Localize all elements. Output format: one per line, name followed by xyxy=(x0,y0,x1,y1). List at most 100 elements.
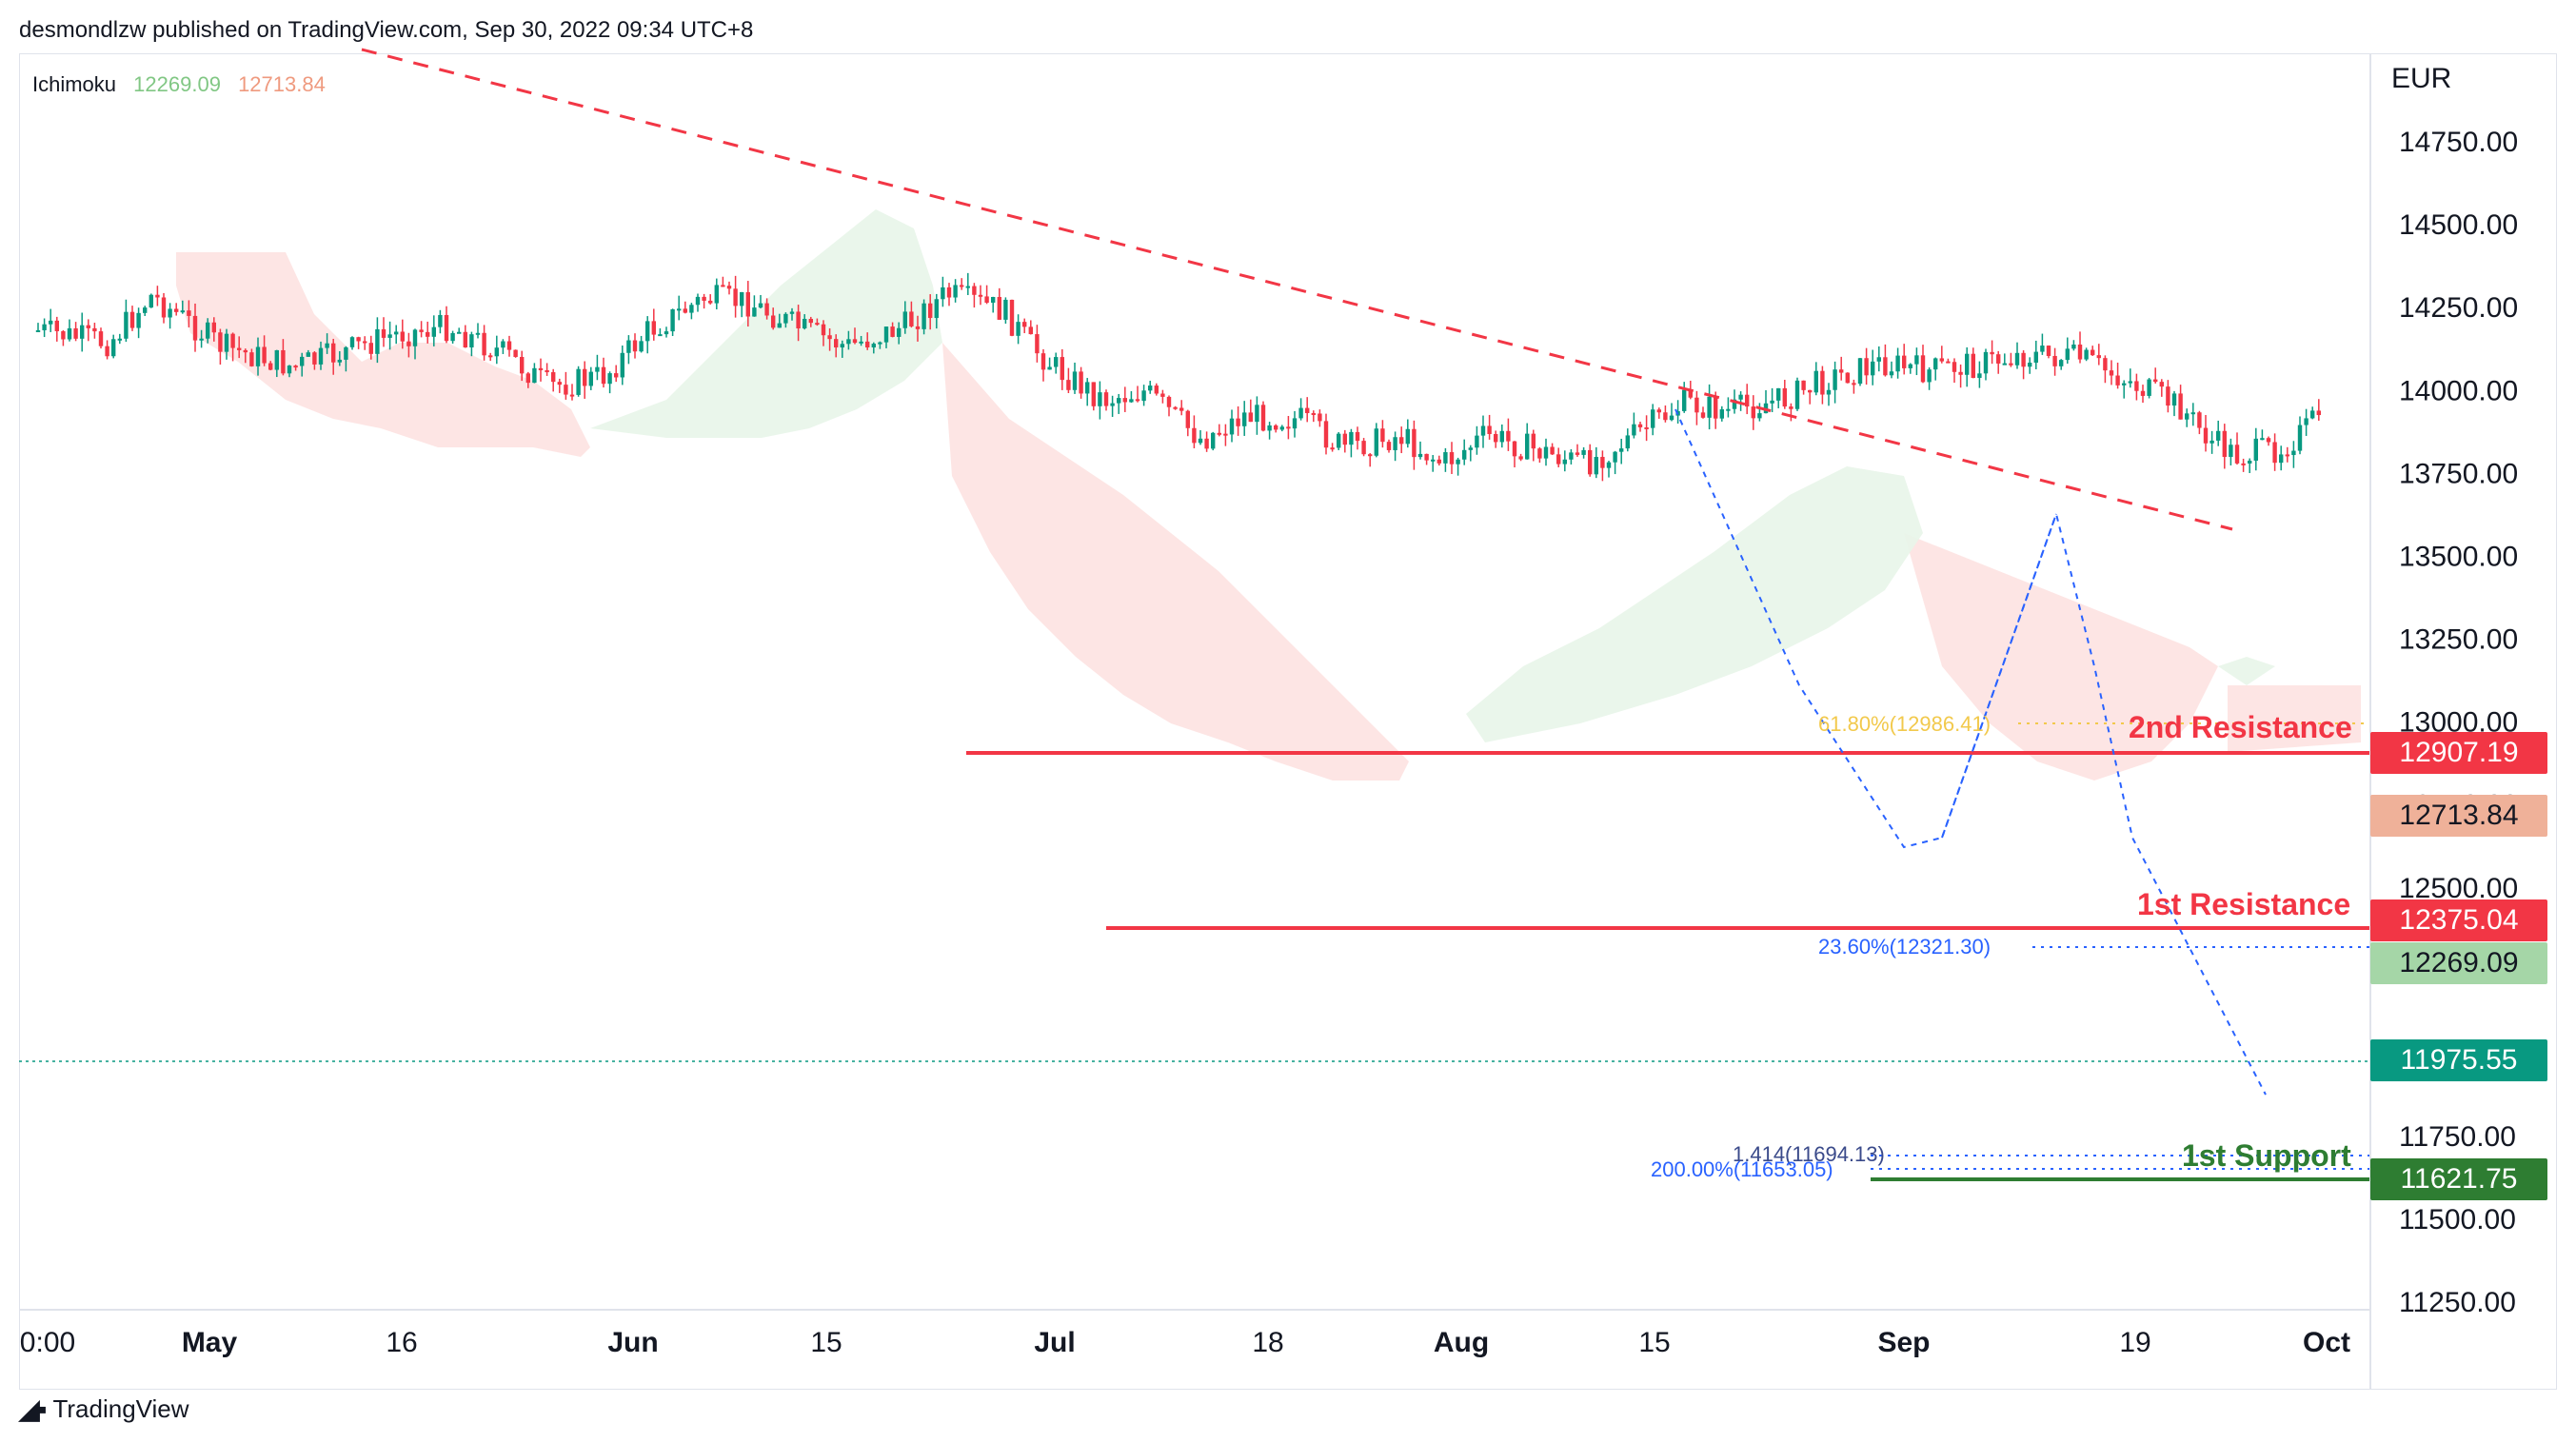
elliott-wave-zigzag xyxy=(1674,408,2267,1096)
candle-body xyxy=(1808,389,1813,393)
candle-body xyxy=(1342,433,1347,445)
candle-body xyxy=(1330,447,1335,450)
candle-body xyxy=(1248,412,1253,423)
candle-body xyxy=(871,344,876,348)
candle-body xyxy=(1688,389,1693,398)
candle-body xyxy=(1958,371,1963,375)
candle-body xyxy=(1166,396,1172,407)
candle-body xyxy=(262,346,267,364)
candle-body xyxy=(1499,430,1504,443)
candle-body xyxy=(111,339,116,357)
candle-body xyxy=(815,323,820,326)
candle-body xyxy=(2272,442,2277,464)
price-tag-kijun: 12713.84 xyxy=(2370,795,2547,837)
candle-body xyxy=(1651,409,1655,428)
candle-body xyxy=(406,341,411,346)
candle-body xyxy=(1009,299,1015,336)
candle-body xyxy=(525,373,530,384)
chart-frame[interactable] xyxy=(19,53,2557,1390)
candle-body xyxy=(846,339,851,345)
candle-body xyxy=(865,341,870,348)
candle-body xyxy=(915,326,921,329)
candle-body xyxy=(1103,392,1109,406)
candle-body xyxy=(1525,433,1530,460)
candle-body xyxy=(1129,399,1134,403)
candle-body xyxy=(80,325,85,339)
candle-body xyxy=(1852,383,1856,385)
candle-body xyxy=(506,341,512,350)
candle-body xyxy=(946,287,952,298)
candle-body xyxy=(2316,410,2321,416)
candle-body xyxy=(890,326,895,337)
candle-body xyxy=(2241,463,2246,465)
tradingview-logo[interactable]: ◢▪ TradingView xyxy=(19,1394,189,1425)
candle-body xyxy=(1040,353,1046,370)
candle-body xyxy=(2171,393,2177,406)
candle-body xyxy=(1349,431,1354,445)
candle-body xyxy=(105,346,109,357)
candle-body xyxy=(721,285,725,287)
indicator-name: Ichimoku xyxy=(32,72,117,96)
candle-body xyxy=(92,327,97,332)
candle-body xyxy=(35,329,41,332)
candle-body xyxy=(2046,346,2051,356)
x-tick-label: 0:00 xyxy=(20,1327,75,1358)
candle-body xyxy=(450,332,455,342)
candle-body xyxy=(268,363,273,370)
cloud-bull-2 xyxy=(2218,657,2275,685)
candle-body xyxy=(1135,399,1140,402)
candle-body xyxy=(683,308,687,313)
candle-body xyxy=(1606,462,1612,468)
candle-body xyxy=(1946,361,1951,364)
tradingview-logo-icon: ◢▪ xyxy=(19,1394,48,1424)
candle-body xyxy=(1977,373,1982,379)
candle-body xyxy=(909,311,914,326)
indicator-legend[interactable]: Ichimoku 12269.09 12713.84 xyxy=(32,72,326,97)
candle-body xyxy=(174,308,179,312)
candle-body xyxy=(2234,445,2240,464)
candle-body xyxy=(2033,351,2038,364)
candle-body xyxy=(1883,357,1888,376)
candle-body xyxy=(1839,369,1844,373)
candle-body xyxy=(2190,412,2195,415)
fib-label-236: 23.60%(12321.30) xyxy=(1818,935,1991,959)
candle-body xyxy=(1022,322,1027,327)
candle-body xyxy=(695,296,701,306)
candle-body xyxy=(1738,394,1743,400)
label-second-resistance: 2nd Resistance xyxy=(2129,710,2352,744)
price-tag-first-resistance: 12375.04 xyxy=(2370,899,2547,941)
candle-body xyxy=(1864,358,1869,376)
candle-body xyxy=(73,327,78,339)
candle-body xyxy=(564,385,568,395)
candle-body xyxy=(1480,425,1486,436)
candle-body xyxy=(2203,427,2209,444)
candle-body xyxy=(740,291,744,306)
candle-body xyxy=(632,340,638,352)
candle-body xyxy=(2285,454,2289,457)
candle-body xyxy=(771,315,776,328)
candle-body xyxy=(1072,371,1078,390)
candle-body xyxy=(381,328,386,338)
candle-body xyxy=(457,331,462,334)
candle-body xyxy=(639,341,644,352)
cloud-bear-2 xyxy=(1904,533,2218,781)
cloud-bear-0 xyxy=(176,252,590,457)
candle-body xyxy=(1117,398,1121,404)
candle-body xyxy=(1311,413,1316,416)
candle-body xyxy=(1274,425,1278,430)
candle-body xyxy=(689,305,694,313)
candle-body xyxy=(1368,454,1373,457)
candle-body xyxy=(1820,370,1825,395)
cloud-bear-1 xyxy=(942,343,1409,781)
candle-body xyxy=(300,356,305,366)
candle-body xyxy=(897,327,902,337)
candle-body xyxy=(1594,457,1598,475)
candle-body xyxy=(1424,453,1429,461)
candle-body xyxy=(588,371,593,386)
candle-body xyxy=(664,331,669,335)
y-tick-label: 11750.00 xyxy=(2399,1121,2516,1153)
candle-body xyxy=(375,328,380,354)
candle-body xyxy=(1927,369,1932,383)
candle-body xyxy=(1211,432,1216,449)
